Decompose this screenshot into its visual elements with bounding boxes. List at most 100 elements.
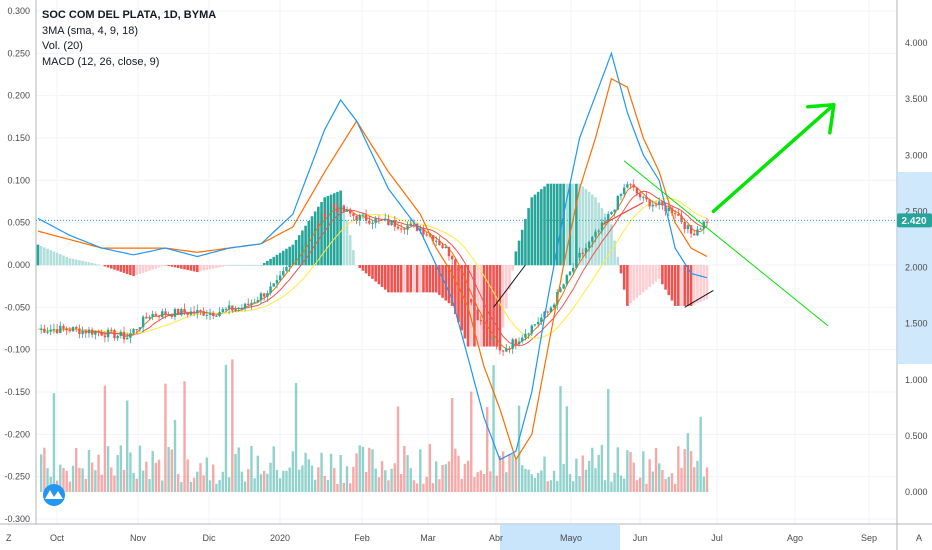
histogram-bar	[409, 265, 413, 293]
candle-body	[336, 207, 339, 213]
candle-body	[349, 209, 352, 214]
candle-body	[654, 204, 658, 206]
volume-bar	[103, 385, 107, 492]
histogram-bar	[132, 265, 135, 277]
legend-symbol[interactable]: SOC COM DEL PLATA, 1D, BYMA	[42, 9, 217, 21]
candle-body	[110, 329, 113, 331]
trendline	[623, 160, 829, 327]
volume-bar	[613, 472, 616, 492]
histogram-bar	[71, 258, 75, 266]
volume-bar	[422, 483, 425, 492]
x-axis-label: Dic	[203, 533, 216, 543]
volume-bar	[237, 447, 240, 492]
volume-bar	[521, 465, 524, 492]
volume-bar	[648, 459, 651, 492]
volume-bar	[68, 481, 72, 492]
candle-body	[106, 329, 110, 338]
histogram-bar	[457, 265, 460, 323]
x-axis-label: Mayo	[560, 533, 582, 543]
volume-bar	[562, 463, 565, 492]
volume-bar	[607, 389, 610, 492]
histogram-bar	[103, 265, 107, 267]
histogram-bar	[97, 264, 100, 266]
candle-body	[313, 223, 317, 229]
candle-body	[533, 324, 537, 326]
histogram-bar	[683, 265, 686, 306]
volume-bar	[170, 449, 173, 492]
volume-bar	[49, 476, 52, 492]
candle-body	[495, 338, 498, 346]
right-axis-highlight	[897, 172, 932, 364]
histogram-bar	[202, 265, 205, 271]
volume-bar	[161, 480, 164, 492]
candle-body	[62, 325, 65, 329]
logo-badge[interactable]	[43, 484, 65, 506]
candle-body	[412, 223, 416, 225]
candle-body	[301, 245, 304, 251]
histogram-bar	[511, 265, 514, 271]
volume-bar	[374, 468, 377, 492]
candle-body	[329, 204, 333, 212]
volume-bar	[199, 463, 202, 492]
histogram-bar	[689, 265, 693, 306]
histogram-bar	[645, 265, 648, 290]
legend-ma[interactable]: 3MA (sma, 4, 9, 18)	[42, 24, 138, 37]
histogram-bar	[368, 265, 371, 277]
histogram-bar	[326, 195, 330, 266]
volume-bar	[492, 365, 495, 492]
volume-bar	[406, 455, 409, 492]
histogram-bar	[441, 265, 444, 298]
candle-body	[438, 240, 441, 246]
histogram-bar	[454, 265, 457, 315]
histogram-bar	[374, 265, 377, 282]
histogram-bar	[626, 265, 629, 306]
candle-body	[645, 196, 648, 200]
volume-bar	[533, 478, 537, 492]
candle-body	[460, 270, 463, 284]
histogram-bar	[482, 265, 486, 347]
candle-body	[524, 333, 527, 338]
volume-bar	[224, 364, 228, 492]
candle-body	[154, 313, 158, 316]
candle-body	[161, 311, 164, 318]
candle-body	[479, 320, 483, 322]
volume-bar	[364, 471, 368, 492]
volume-bar	[307, 459, 310, 492]
candle-body	[94, 331, 97, 335]
legend: SOC COM DEL PLATA, 1D, BYMA 3MA (sma, 4,…	[42, 8, 216, 70]
divergence-line	[684, 289, 714, 308]
volume-bar	[313, 479, 317, 492]
volume-bar	[470, 391, 473, 492]
volume-bar	[664, 479, 667, 492]
volume-bar	[565, 406, 569, 492]
volume-bar	[234, 453, 237, 492]
histogram-bar	[562, 183, 565, 266]
candle-body	[607, 214, 610, 222]
candle-body	[240, 307, 244, 309]
x-axis-label: Abr	[489, 533, 503, 543]
candle-body	[390, 220, 393, 226]
histogram-bar	[466, 265, 470, 347]
histogram-bar	[348, 235, 352, 266]
volume-bar	[527, 469, 530, 492]
volume-bar	[536, 472, 540, 492]
legend-vol[interactable]: Vol. (20)	[42, 40, 83, 52]
candle-body	[581, 252, 584, 254]
candle-body	[129, 333, 132, 338]
histogram-bar	[399, 265, 403, 293]
right-axis-label: 2.000	[905, 263, 928, 273]
volume-bar	[584, 469, 588, 492]
candle-body	[552, 304, 556, 308]
histogram-bar	[345, 220, 349, 266]
histogram-bar	[135, 265, 139, 276]
corner-right[interactable]: A	[916, 533, 922, 543]
volume-bar	[339, 455, 342, 492]
legend-macd[interactable]: MACD (12, 26, close, 9)	[42, 55, 160, 68]
corner-left[interactable]: Z	[6, 533, 12, 543]
histogram-bar	[489, 265, 492, 347]
candle-body	[323, 213, 326, 219]
histogram-bar	[106, 265, 110, 268]
histogram-bar	[699, 265, 702, 302]
histogram-bar	[317, 206, 320, 266]
